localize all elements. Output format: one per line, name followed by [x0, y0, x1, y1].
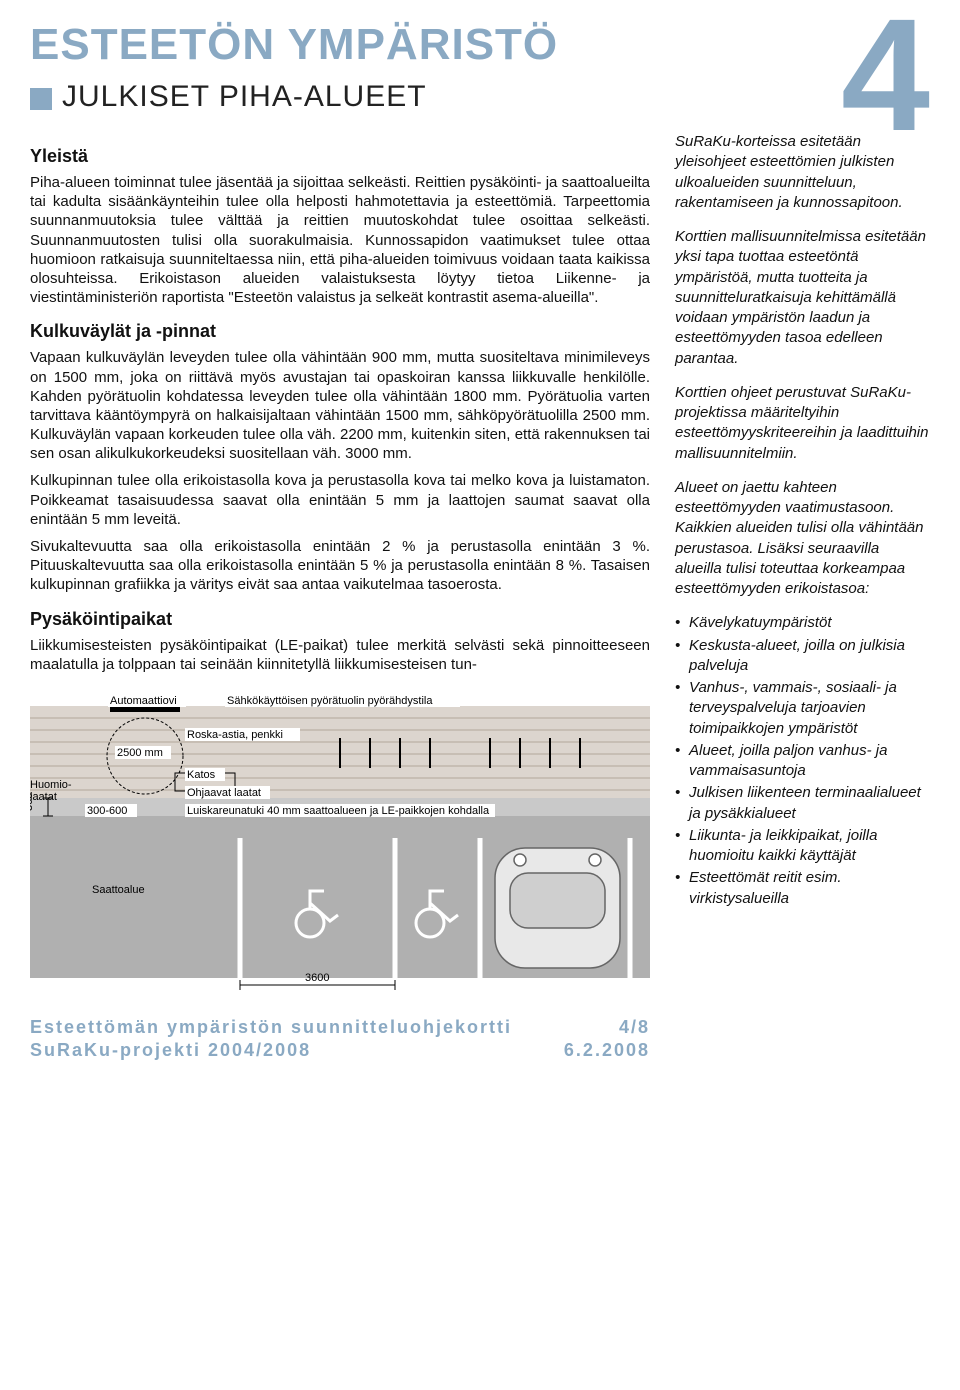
footer-line2-left: SuRaKu-projekti 2004/2008	[30, 1039, 311, 1062]
heading-kulkuvaylat: Kulkuväylät ja -pinnat	[30, 321, 650, 342]
lbl-huomio-1: Huomio-	[30, 779, 72, 791]
sidebar-list-item: Esteettömät reitit esim. virkistysalueil…	[675, 868, 930, 909]
dim-300-600: 300-600	[87, 805, 127, 817]
sidebar-column: SuRaKu-korteissa esitetään yleisohjeet e…	[675, 132, 930, 1063]
sidebar-list-item: Liikunta- ja leikkipaikat, joilla huomio…	[675, 826, 930, 867]
dim-300: 300	[30, 793, 35, 811]
lbl-roska: Roska-astia, penkki	[187, 729, 283, 741]
lbl-luiska: Luiskareunatuki 40 mm saattoalueen ja LE…	[187, 805, 490, 817]
lbl-saatto: Saattoalue	[92, 884, 145, 896]
footer-line1-left: Esteettömän ympäristön suunnitteluohjeko…	[30, 1016, 512, 1039]
lbl-katos: Katos	[187, 769, 216, 781]
page-number: 4	[841, 0, 930, 155]
subtitle-row: JULKISET PIHA-ALUEET	[30, 80, 930, 114]
para-yleista: Piha-alueen toiminnat tulee jäsentää ja …	[30, 173, 650, 307]
sidebar-list: Kävelykatuympäristöt Keskusta-alueet, joi…	[675, 613, 930, 909]
left-column: Yleistä Piha-alueen toiminnat tulee jäse…	[30, 132, 650, 1063]
dim-3600: 3600	[305, 972, 329, 984]
square-bullet-icon	[30, 88, 52, 110]
lbl-automaattiovi: Automaattiovi	[110, 695, 177, 707]
main-title: ESTEETÖN YMPÄRISTÖ	[30, 20, 930, 70]
sidebar-p3: Korttien ohjeet perustuvat SuRaKu-projek…	[675, 383, 930, 464]
sidebar-list-item: Kävelykatuympäristöt	[675, 613, 930, 633]
lbl-sahko: Sähkökäyttöisen pyörätuolin pyörähdystil…	[227, 695, 433, 707]
dim-2500: 2500 mm	[117, 747, 163, 759]
para-kulku-2: Kulkupinnan tulee olla erikoistasolla ko…	[30, 471, 650, 529]
sidebar-list-item: Julkisen liikenteen terminaalialueet ja …	[675, 783, 930, 824]
subtitle: JULKISET PIHA-ALUEET	[62, 80, 427, 114]
para-kulku-1: Vapaan kulkuväylän leveyden tulee olla v…	[30, 348, 650, 463]
footer-line2-right: 6.2.2008	[564, 1039, 650, 1062]
sidebar-p4: Alueet on jaettu kahteen esteettömyyden …	[675, 478, 930, 600]
sidebar-list-item: Vanhus-, vammais-, sosiaali- ja terveysp…	[675, 678, 930, 739]
footer: Esteettömän ympäristön suunnitteluohjeko…	[30, 1016, 650, 1063]
sidebar-p2: Korttien mallisuunnitelmissa esitetään y…	[675, 227, 930, 369]
heading-yleista: Yleistä	[30, 146, 650, 167]
para-kulku-3: Sivukaltevuutta saa olla erikoistasolla …	[30, 537, 650, 595]
parking-diagram: Automaattiovi Sähkökäyttöisen pyörätuoli…	[30, 688, 650, 993]
sidebar-list-item: Alueet, joilla paljon vanhus- ja vammais…	[675, 741, 930, 782]
content-columns: Yleistä Piha-alueen toiminnat tulee jäse…	[30, 132, 930, 1063]
footer-line1-right: 4/8	[619, 1016, 650, 1039]
lbl-ohjaavat: Ohjaavat laatat	[187, 787, 261, 799]
heading-pysakointi: Pysäköintipaikat	[30, 609, 650, 630]
para-pysakointi: Liikkumisesteisten pysäköintipaikat (LE-…	[30, 636, 650, 674]
sidebar-list-item: Keskusta-alueet, joilla on julkisia palv…	[675, 636, 930, 677]
